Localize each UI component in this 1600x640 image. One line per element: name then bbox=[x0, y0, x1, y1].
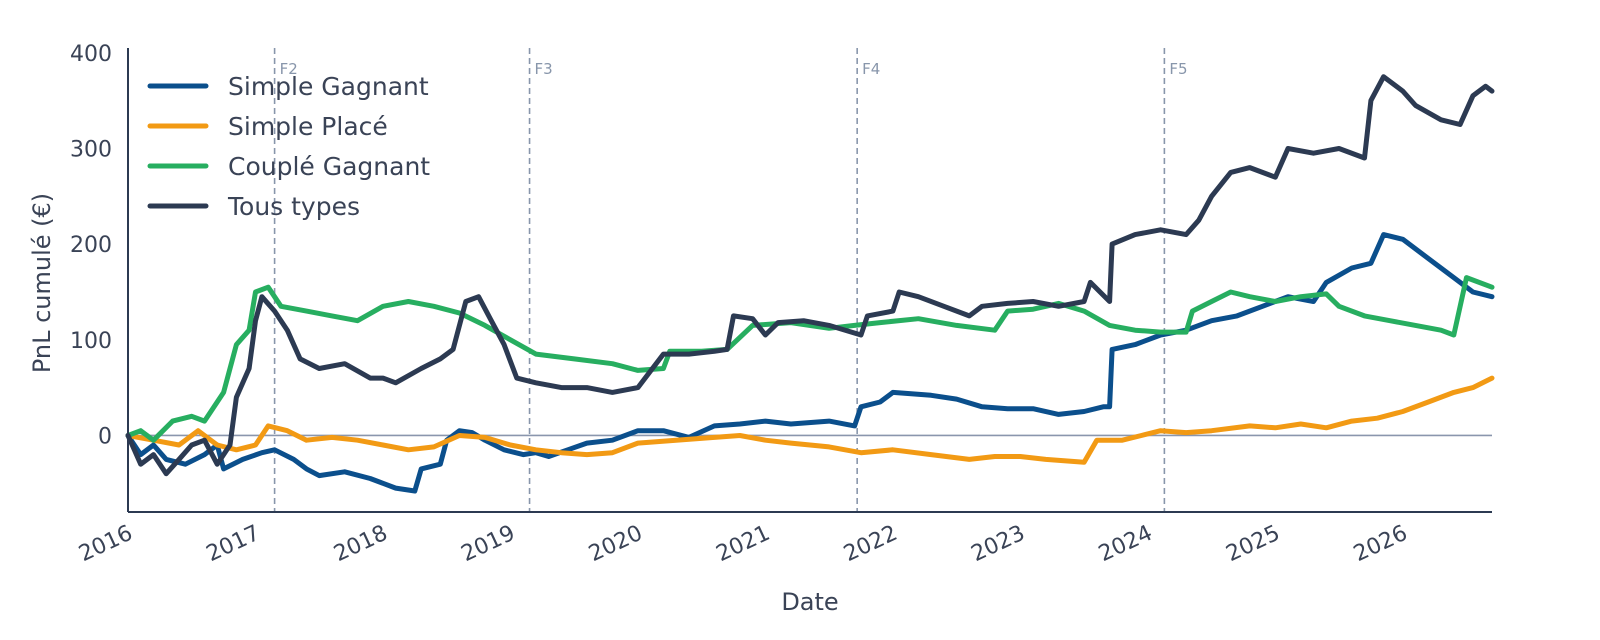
marker-label-f2: F2 bbox=[280, 60, 298, 78]
y-tick-label: 300 bbox=[70, 137, 112, 162]
x-tick-label: 2021 bbox=[713, 521, 774, 567]
marker-label-f3: F3 bbox=[535, 60, 553, 78]
x-tick-labels: 2016 2017 2018 2019 2020 2021 2022 2023 2024 2025… bbox=[75, 521, 1411, 567]
y-tick-label: 100 bbox=[70, 329, 112, 354]
axes bbox=[127, 48, 1492, 513]
legend-label-couple-gagnant: Couplé Gagnant bbox=[228, 152, 430, 181]
x-tick-label: 2023 bbox=[968, 521, 1029, 567]
x-tick-label: 2026 bbox=[1350, 521, 1411, 567]
x-tick-label: 2020 bbox=[585, 521, 646, 567]
x-tick-label: 2024 bbox=[1095, 521, 1156, 567]
y-tick-label: 200 bbox=[70, 233, 112, 258]
series-line-tous-types bbox=[125, 74, 1495, 477]
series-line-simple-place bbox=[125, 375, 1495, 465]
marker-label-f4: F4 bbox=[862, 60, 880, 78]
x-tick-label: 2019 bbox=[458, 521, 519, 567]
x-axis-title: Date bbox=[781, 588, 838, 616]
legend-label-simple-place: Simple Placé bbox=[228, 112, 388, 141]
series-line-couple-gagnant bbox=[125, 275, 1495, 443]
x-tick-label: 2017 bbox=[203, 521, 264, 567]
x-tick-label: 2025 bbox=[1223, 521, 1284, 567]
y-axis-title: PnL cumulé (€) bbox=[28, 193, 56, 373]
legend: Simple Gagnant Simple Placé Couplé Gagnant… bbox=[147, 72, 430, 221]
y-tick-label: 400 bbox=[70, 42, 112, 67]
y-tick-labels: 0 100 200 300 400 bbox=[70, 42, 112, 450]
series-line-simple-gagnant bbox=[125, 232, 1495, 494]
marker-label-f5: F5 bbox=[1169, 60, 1187, 78]
x-tick-label: 2018 bbox=[330, 521, 391, 567]
x-tick-label: 2016 bbox=[75, 521, 136, 567]
series-lines bbox=[125, 74, 1495, 494]
period-markers: F2 F3 F4 F5 bbox=[273, 48, 1188, 512]
legend-label-simple-gagnant: Simple Gagnant bbox=[228, 72, 429, 101]
x-tick-label: 2022 bbox=[840, 521, 901, 567]
legend-label-tous-types: Tous types bbox=[227, 192, 360, 221]
y-tick-label: 0 bbox=[98, 424, 112, 449]
